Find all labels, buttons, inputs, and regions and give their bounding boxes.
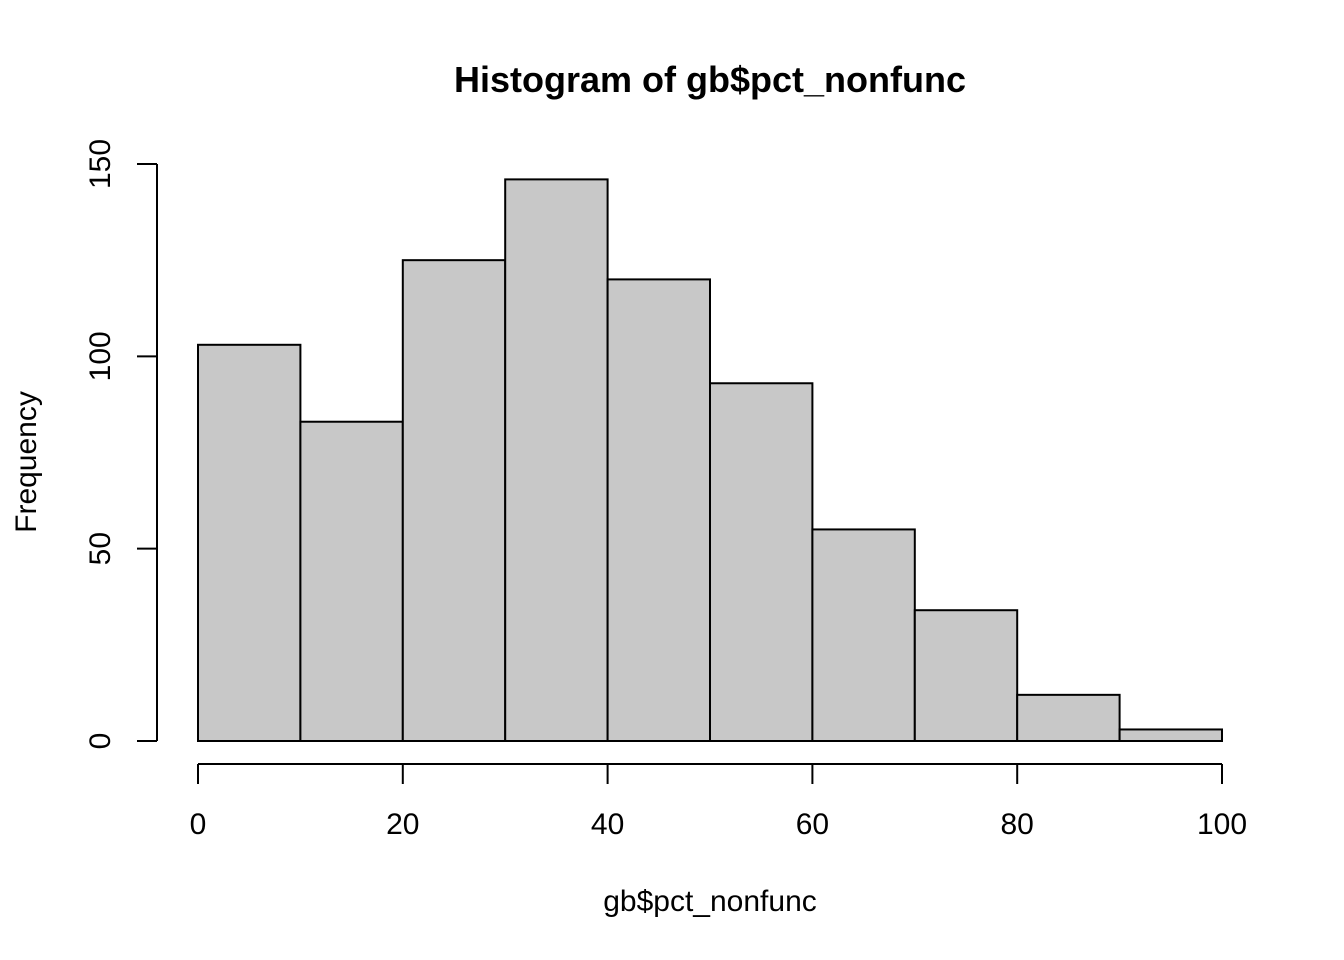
x-tick-label: 100 xyxy=(1197,808,1247,841)
x-axis-label: gb$pct_nonfunc xyxy=(603,885,817,918)
y-tick-label: 50 xyxy=(84,532,117,565)
histogram-bar-80-90 xyxy=(1016,693,1121,743)
y-axis-label: Frequency xyxy=(10,391,43,533)
histogram-bar-40-50 xyxy=(606,278,711,742)
bars-group xyxy=(197,178,1223,743)
histogram-bar-30-40 xyxy=(504,178,609,743)
x-tick-label: 0 xyxy=(190,808,207,841)
x-tick-label: 40 xyxy=(591,808,624,841)
x-tick-label: 20 xyxy=(386,808,419,841)
histogram-bar-10-20 xyxy=(299,420,404,742)
x-tick-label: 60 xyxy=(796,808,829,841)
y-tick-label: 150 xyxy=(84,139,117,189)
y-tick-label: 100 xyxy=(84,331,117,381)
histogram-bar-0-10 xyxy=(197,343,302,742)
histogram-bar-90-100 xyxy=(1118,728,1223,743)
histogram-bar-60-70 xyxy=(811,528,916,743)
histogram-bar-50-60 xyxy=(709,382,814,742)
histogram-bar-70-80 xyxy=(913,609,1019,742)
x-tick-label: 80 xyxy=(1001,808,1034,841)
histogram-bar-20-30 xyxy=(401,259,507,742)
y-axis: 0 50 100 150 xyxy=(84,139,158,750)
y-tick-label: 0 xyxy=(84,733,117,750)
chart-title: Histogram of gb$pct_nonfunc xyxy=(454,59,966,100)
x-axis: 0 20 40 60 80 100 xyxy=(190,763,1247,841)
